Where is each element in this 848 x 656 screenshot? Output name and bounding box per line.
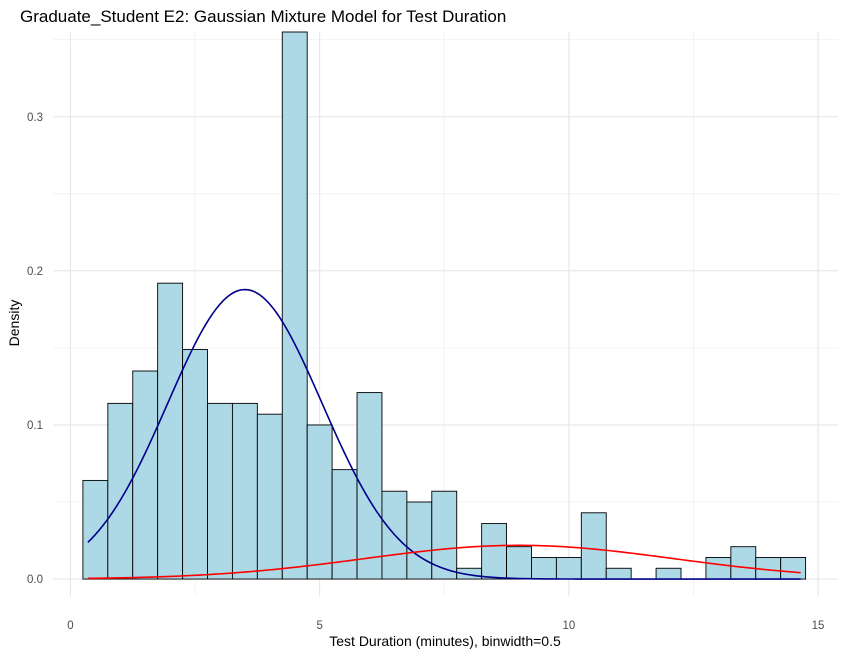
histogram-bar-6 [231,402,258,580]
histogram-bar-18 [531,557,557,580]
y-tick-label: 0.0 [27,574,43,586]
y-tick-label: 0.3 [27,112,43,124]
x-tick-label: 10 [562,620,575,632]
ticks-layer: 0 5 10 15 0.0 0.1 0.2 0.3 [27,112,824,632]
histogram-bar-8 [281,31,308,580]
histogram-bar-5 [207,402,233,580]
histogram-bar-0 [82,479,109,580]
histogram-bar-16 [481,523,508,580]
histogram-bar-14 [431,490,458,580]
histogram-bar-4 [182,348,208,580]
gmm-component-curve-0 [87,288,801,580]
x-axis-title: Test Duration (minutes), binwidth=0.5 [329,633,561,649]
histogram-bar-25 [705,557,732,580]
histogram-bar-1 [107,402,134,580]
histogram-bar-2 [132,370,159,580]
y-tick-label: 0.2 [27,266,43,278]
x-tick-label: 15 [812,620,825,632]
histogram-bar-3 [157,282,184,580]
curves-layer [87,288,801,580]
histogram-bar-13 [406,501,433,580]
gmm-component-curve-1 [87,544,801,580]
histogram-bar-28 [780,557,807,580]
histogram-bar-17 [506,546,532,580]
y-tick-label: 0.1 [27,420,43,432]
x-tick-label: 0 [67,620,73,632]
histogram-bar-7 [256,413,283,580]
histogram-bar-19 [555,557,582,580]
histogram-bar-9 [306,424,333,580]
x-tick-label: 5 [316,620,322,632]
chart-title: Graduate_Student E2: Gaussian Mixture Mo… [20,7,506,26]
y-axis-title: Density [6,300,22,347]
histogram-bar-26 [730,546,757,580]
histogram-bar-23 [655,567,682,580]
histogram-bar-21 [605,567,632,580]
histogram-bar-20 [580,512,607,580]
